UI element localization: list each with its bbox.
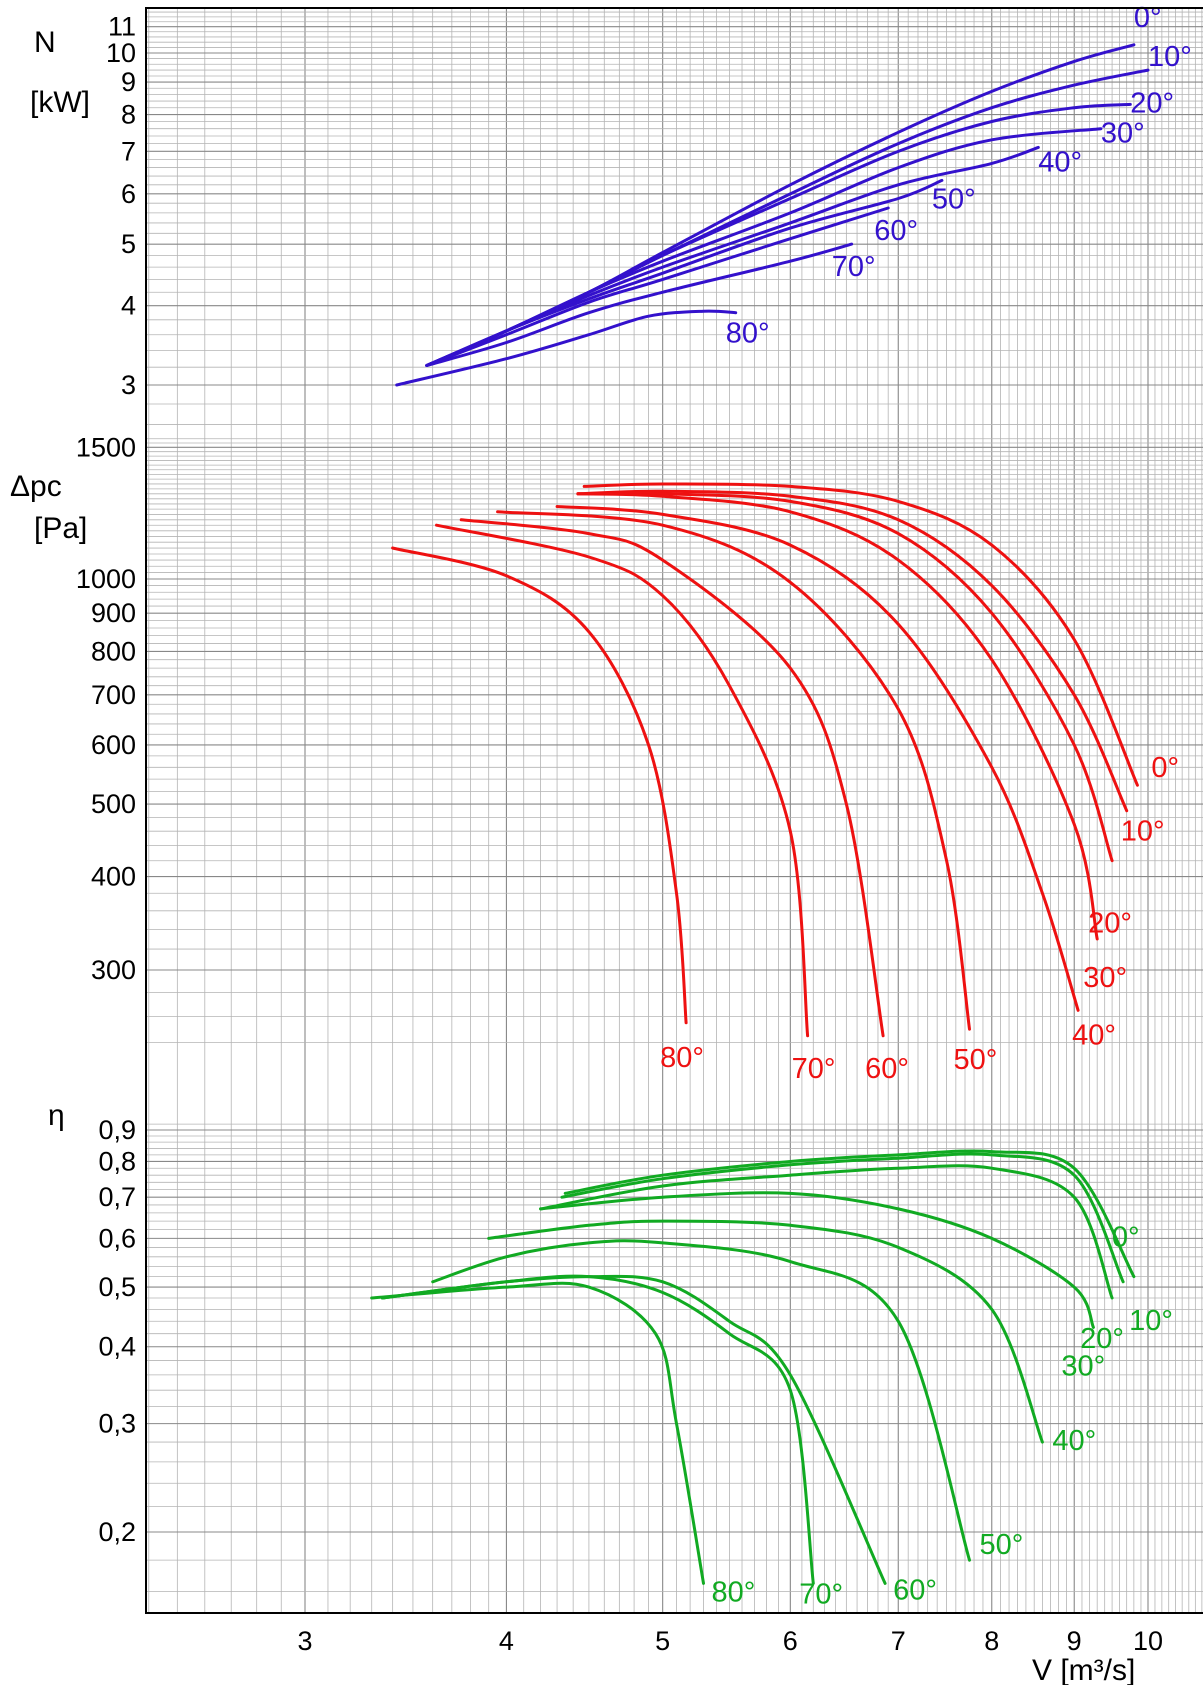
efficiency-series-label-30deg: 30°	[1061, 1350, 1105, 1382]
plot-frame	[145, 7, 1203, 1614]
power-curve-70deg	[425, 242, 854, 367]
pressure-y-tick-label-0: 300	[91, 955, 136, 985]
pressure-curve-30deg	[576, 492, 1099, 941]
efficiency-curve-20deg	[539, 1164, 1114, 1300]
pressure-series-label-0deg: 0°	[1151, 752, 1179, 784]
efficiency-curve-30deg	[539, 1191, 1095, 1329]
tick-labels: 0°10°20°30°40°50°60°70°80°34567891011N[k…	[10, 2, 1192, 1685]
power-series-label-40deg: 40°	[1038, 146, 1082, 178]
power-series-label-60deg: 60°	[874, 215, 918, 247]
x-tick-label-1: 4	[499, 1626, 514, 1656]
power-curve-80deg	[395, 309, 738, 387]
pressure-y-tick-label-3: 600	[91, 730, 136, 760]
power-y-tick-label-6: 9	[121, 67, 136, 97]
efficiency-series-label-80deg: 80°	[712, 1576, 756, 1608]
power-series-label-20deg: 20°	[1130, 87, 1174, 119]
power-y-tick-label-4: 7	[121, 136, 136, 166]
efficiency-y-tick-label-0: 0,2	[98, 1517, 136, 1547]
pressure-y-tick-label-2: 500	[91, 789, 136, 819]
pressure-curve-50deg	[496, 510, 971, 1031]
power-series-label-70deg: 70°	[832, 251, 876, 283]
curves	[370, 43, 1150, 1585]
efficiency-y-tick-label-2: 0,4	[98, 1332, 136, 1362]
pressure-series-label-10deg: 10°	[1121, 816, 1165, 848]
power-series-label-50deg: 50°	[932, 183, 976, 215]
x-tick-label-4: 7	[891, 1626, 906, 1656]
x-tick-label-0: 3	[297, 1626, 312, 1656]
pressure-series-label-20deg: 20°	[1088, 908, 1132, 940]
power-y-tick-label-2: 5	[121, 229, 136, 259]
efficiency-y-tick-label-1: 0,3	[98, 1409, 136, 1439]
pressure-curve-20deg	[576, 491, 1114, 863]
pressure-curve-60deg	[459, 518, 885, 1038]
efficiency-curve-80deg	[370, 1281, 705, 1585]
efficiency-series-label-0deg: 0°	[1112, 1222, 1140, 1254]
pressure-axis-unit: [Pa]	[34, 512, 87, 545]
x-tick-label-7: 10	[1133, 1626, 1163, 1656]
pressure-curve-70deg	[435, 523, 810, 1038]
efficiency-series-label-20deg: 20°	[1080, 1323, 1124, 1355]
x-tick-label-2: 5	[655, 1626, 670, 1656]
power-y-tick-label-7: 10	[106, 38, 136, 68]
pressure-y-tick-label-1: 400	[91, 862, 136, 892]
power-curve-50deg	[425, 178, 944, 367]
power-series-label-10deg: 10°	[1148, 41, 1192, 73]
power-curve-60deg	[425, 206, 890, 367]
pressure-series-label-30deg: 30°	[1083, 962, 1127, 994]
pressure-series-label-70deg: 70°	[792, 1053, 836, 1085]
pressure-series-label-60deg: 60°	[865, 1053, 909, 1085]
pressure-y-tick-label-7: 1000	[76, 564, 136, 594]
efficiency-y-tick-label-7: 0,9	[98, 1115, 136, 1145]
pressure-y-tick-label-8: 1500	[76, 432, 136, 462]
x-tick-label-5: 8	[984, 1626, 999, 1656]
power-y-tick-label-8: 11	[108, 12, 136, 42]
efficiency-curve-0deg	[563, 1149, 1136, 1279]
power-series-label-30deg: 30°	[1101, 118, 1145, 150]
power-y-tick-label-3: 6	[121, 179, 136, 209]
x-axis-label: V [m³/s]	[1032, 1654, 1135, 1685]
efficiency-series-label-50deg: 50°	[980, 1529, 1024, 1561]
power-series-label-80deg: 80°	[726, 318, 770, 350]
power-series-label-0deg: 0°	[1134, 2, 1162, 34]
pressure-curve-80deg	[391, 546, 688, 1025]
efficiency-axis-symbol: η	[48, 1099, 65, 1132]
power-y-tick-label-5: 8	[121, 100, 136, 130]
efficiency-y-tick-label-6: 0,8	[98, 1147, 136, 1177]
efficiency-series-label-40deg: 40°	[1052, 1425, 1096, 1457]
efficiency-y-tick-label-5: 0,7	[98, 1182, 136, 1212]
efficiency-series-label-70deg: 70°	[799, 1578, 843, 1610]
pressure-y-tick-label-6: 900	[91, 598, 136, 628]
efficiency-y-tick-label-3: 0,5	[98, 1272, 136, 1302]
pressure-series-label-50deg: 50°	[954, 1044, 998, 1076]
pressure-axis-symbol: Δpc	[10, 470, 62, 503]
pressure-series-label-80deg: 80°	[660, 1042, 704, 1074]
power-axis-unit: [kW]	[30, 86, 90, 119]
x-tick-label-3: 6	[783, 1626, 798, 1656]
power-y-tick-label-0: 3	[121, 370, 136, 400]
pressure-curve-40deg	[555, 505, 1080, 1012]
pressure-curve-0deg	[582, 482, 1139, 787]
x-tick-label-6: 9	[1067, 1626, 1082, 1656]
efficiency-series-label-60deg: 60°	[893, 1574, 937, 1606]
efficiency-curve-70deg	[380, 1274, 815, 1585]
efficiency-curve-50deg	[431, 1239, 971, 1562]
efficiency-y-tick-label-4: 0,6	[98, 1223, 136, 1253]
efficiency-curve-10deg	[560, 1152, 1125, 1284]
efficiency-series-label-10deg: 10°	[1129, 1305, 1173, 1337]
pressure-series-label-40deg: 40°	[1072, 1019, 1116, 1051]
pressure-y-tick-label-5: 800	[91, 637, 136, 667]
power-axis-symbol: N	[34, 26, 56, 59]
pressure-curve-10deg	[576, 489, 1129, 813]
pressure-y-tick-label-4: 700	[91, 680, 136, 710]
power-y-tick-label-1: 4	[121, 291, 136, 321]
efficiency-curve-40deg	[487, 1219, 1044, 1444]
